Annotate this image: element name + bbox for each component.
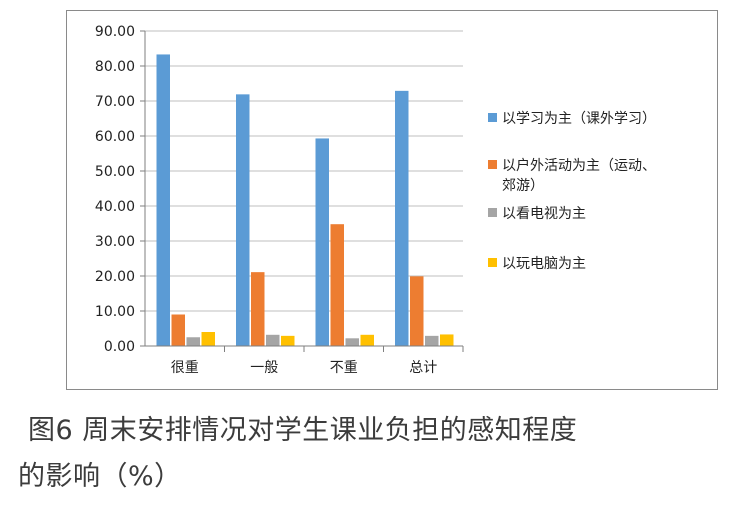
bar [266,334,280,346]
y-tick-label: 60.00 [95,129,135,145]
bar [410,276,424,346]
bar-chart: 0.00 10.00 20.00 30.00 40.00 50.00 60.00 70.00 8… [95,24,656,376]
x-tick-label: 总计 [409,360,437,376]
legend-label: 以学习为主（课外学习） [502,111,656,127]
legend-swatch [488,208,497,217]
y-tick-label: 30.00 [95,234,135,250]
bar [315,138,329,346]
x-tick-label: 一般 [250,360,278,376]
legend-label: 以玩电脑为主 [502,256,586,272]
bar [345,338,359,346]
bar [395,90,409,346]
legend-label: 以看电视为主 [502,206,586,222]
legend-swatch [488,258,497,267]
y-tick-label: 80.00 [95,59,135,75]
x-tick-label: 不重 [330,360,358,376]
chart-frame: 0.00 10.00 20.00 30.00 40.00 50.00 60.00 70.00 8… [66,10,718,390]
bars [156,54,454,346]
bar [281,335,295,346]
y-tick-label: 10.00 [95,304,135,320]
legend-label: 以户外活动为主（运动、郊游） [502,157,656,194]
bar [440,334,454,346]
y-tick-label: 20.00 [95,269,135,285]
bar [201,332,215,346]
caption-line-2: 的影响（%） [18,461,182,492]
bar [425,335,439,346]
bar [236,94,250,346]
bar [330,224,344,346]
figure-caption: 图6 周末安排情况对学生课业负担的感知程度 的影响（%） [18,408,738,500]
legend-swatch [488,113,497,122]
axes: 0.00 10.00 20.00 30.00 40.00 50.00 60.00 70.00 8… [95,24,464,376]
bar [186,337,200,346]
bar [251,272,265,346]
gridlines [145,30,463,312]
bar [171,314,185,346]
bar [360,334,374,346]
y-tick-label: 0.00 [104,339,135,355]
caption-line-1: 图6 周末安排情况对学生课业负担的感知程度 [28,415,578,446]
legend-swatch [488,160,497,169]
y-tick-label: 70.00 [95,94,135,110]
bar [156,54,170,346]
y-tick-label: 40.00 [95,199,135,215]
x-tick-label: 很重 [171,360,199,376]
y-tick-label: 50.00 [95,164,135,180]
y-tick-label: 90.00 [95,24,135,40]
